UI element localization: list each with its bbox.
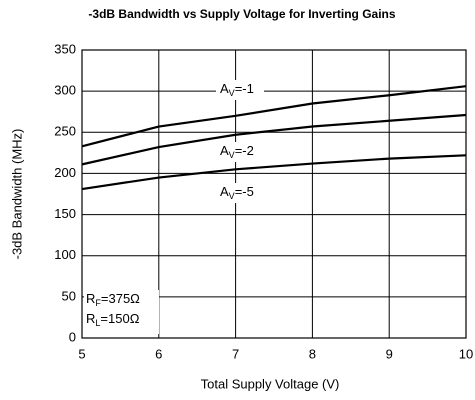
annotation: RF=375Ω	[86, 291, 140, 308]
y-axis-label: -3dB Bandwidth (MHz)	[9, 129, 24, 260]
series-label: AV=-5	[220, 184, 254, 201]
x-tick-label: 6	[155, 346, 162, 361]
y-tick-label: 300	[54, 83, 76, 98]
x-axis-label: Total Supply Voltage (V)	[201, 376, 340, 391]
series-label: AV=-2	[220, 143, 254, 160]
x-tick-label: 10	[459, 346, 473, 361]
series-line	[81, 154, 467, 191]
x-tick-label: 9	[386, 346, 393, 361]
label-background	[216, 183, 264, 203]
y-tick-label: 200	[54, 165, 76, 180]
annotation-background	[84, 290, 159, 334]
label-background	[216, 142, 264, 162]
y-tick-label: 0	[69, 329, 76, 344]
chart-title: -3dB Bandwidth vs Supply Voltage for Inv…	[88, 7, 395, 21]
y-tick-label: 100	[54, 247, 76, 262]
y-tick-label: 350	[54, 41, 76, 56]
annotation: RL=150Ω	[86, 311, 140, 328]
y-tick-label: 50	[62, 288, 76, 303]
x-tick-label: 7	[232, 346, 239, 361]
y-tick-label: 250	[54, 124, 76, 139]
x-tick-label: 5	[78, 346, 85, 361]
x-tick-label: 8	[309, 346, 316, 361]
y-tick-label: 150	[54, 206, 76, 221]
label-background	[216, 80, 264, 100]
series-line	[81, 113, 467, 166]
series-label: AV=-1	[220, 81, 254, 98]
plot-frame	[81, 49, 467, 339]
series-line	[81, 85, 467, 148]
